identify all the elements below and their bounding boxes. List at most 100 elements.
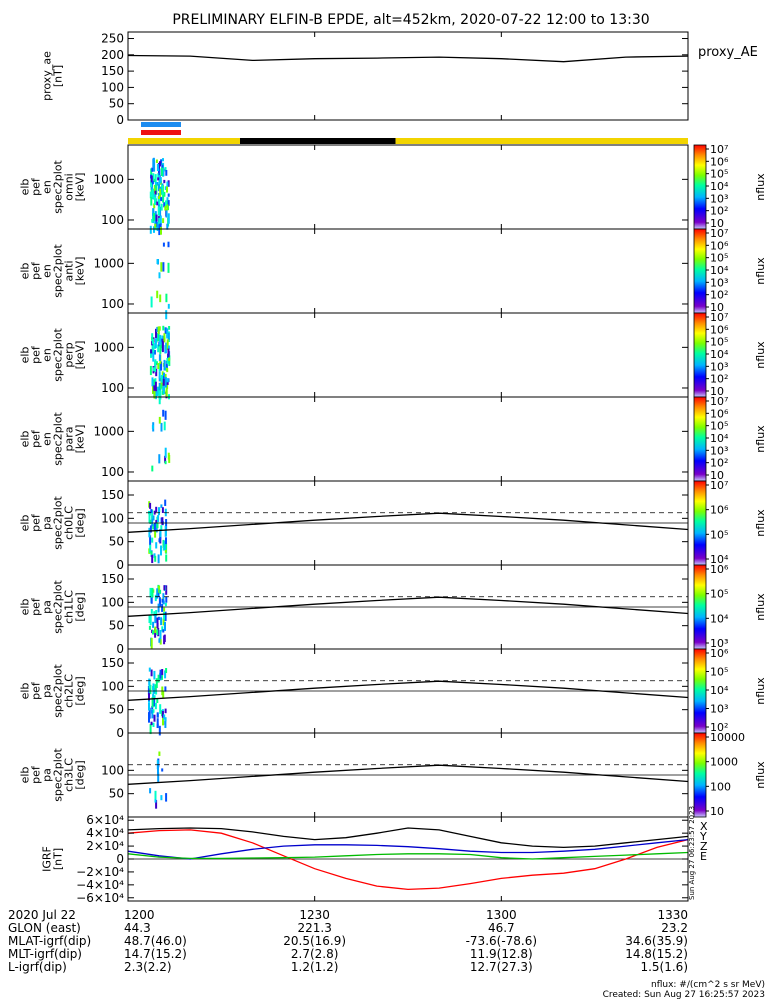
flux-mark bbox=[154, 381, 157, 392]
flux-mark bbox=[154, 684, 157, 694]
axis-label: elb bbox=[19, 431, 32, 448]
y-tick-label: 50 bbox=[109, 619, 124, 633]
flux-mark bbox=[153, 510, 156, 515]
flux-mark bbox=[157, 173, 160, 180]
y-tick-label: 100 bbox=[101, 213, 124, 227]
flux-mark bbox=[152, 208, 155, 216]
flux-mark bbox=[167, 262, 170, 273]
colorbar-tick-label: 10³ bbox=[710, 192, 728, 205]
axis-label: anti bbox=[63, 260, 76, 281]
flux-mark bbox=[165, 170, 168, 176]
y-tick-label: 0 bbox=[116, 726, 124, 740]
y-tick-label: 0 bbox=[116, 642, 124, 656]
flux-mark bbox=[166, 181, 169, 187]
flux-mark bbox=[155, 214, 158, 222]
axis-label: IGRF bbox=[41, 846, 54, 872]
flux-mark bbox=[148, 707, 151, 719]
flux-mark bbox=[153, 213, 155, 221]
flux-mark bbox=[162, 192, 165, 203]
colorbar-tick-label: 10⁵ bbox=[710, 252, 728, 265]
colorbar-tick-label: 10⁷ bbox=[710, 227, 728, 240]
axis-label: spec2plot bbox=[52, 328, 65, 382]
colorbar-title: nflux bbox=[754, 425, 767, 453]
flux-mark bbox=[159, 630, 162, 640]
flux-mark bbox=[165, 585, 168, 595]
flux-mark bbox=[149, 614, 152, 626]
flux-mark bbox=[154, 614, 157, 624]
footer-value: 46.7 bbox=[488, 921, 515, 935]
flux-mark bbox=[163, 359, 166, 371]
y-tick-label: −4×10⁴ bbox=[76, 878, 124, 892]
footer-value: 14.7(15.2) bbox=[124, 947, 187, 961]
flux-mark bbox=[161, 675, 163, 680]
flux-mark bbox=[165, 519, 168, 530]
flux-mark bbox=[152, 173, 155, 180]
flux-mark bbox=[164, 377, 167, 388]
flux-mark bbox=[152, 630, 154, 635]
flux-mark bbox=[157, 772, 160, 782]
axis-label: pa bbox=[41, 600, 54, 614]
footer-row-label: L-igrf(dip) bbox=[8, 960, 67, 974]
flux-mark bbox=[162, 262, 165, 272]
flux-mark bbox=[157, 616, 160, 620]
flux-mark bbox=[157, 515, 160, 523]
y-tick-label: 250 bbox=[101, 32, 124, 46]
axis-label: pef bbox=[30, 177, 43, 196]
colorbar-tick-label: 10⁵ bbox=[710, 336, 728, 349]
loss-cone-curve bbox=[127, 680, 689, 701]
flux-mark bbox=[164, 186, 167, 190]
flux-mark bbox=[165, 342, 168, 354]
flux-mark bbox=[162, 409, 165, 417]
flux-mark bbox=[156, 617, 159, 629]
colorbar-tick-label: 10² bbox=[710, 289, 728, 302]
flux-mark bbox=[148, 702, 150, 711]
axis-label: [keV] bbox=[74, 425, 87, 454]
plot-frame bbox=[127, 31, 689, 121]
axis-label: spec2plot bbox=[52, 748, 65, 802]
flux-mark bbox=[159, 529, 162, 538]
y-tick-label: 6×10⁴ bbox=[86, 813, 124, 827]
colorbar-tick-label: 1000 bbox=[710, 756, 738, 769]
flux-mark bbox=[161, 603, 164, 612]
flux-mark bbox=[164, 717, 167, 722]
flux-mark bbox=[164, 670, 167, 679]
axis-label: perp bbox=[63, 342, 76, 367]
flux-mark bbox=[150, 349, 152, 358]
flux-mark bbox=[165, 310, 168, 320]
flux-mark bbox=[158, 507, 160, 514]
y-tick-label: 50 bbox=[109, 97, 124, 111]
flux-mark bbox=[166, 378, 169, 383]
flux-mark bbox=[163, 607, 166, 612]
flux-mark bbox=[167, 332, 170, 340]
y-axis-label-igrf: IGRF[nT] bbox=[41, 846, 65, 872]
legend-igrf-z: Z bbox=[700, 840, 708, 853]
colorbar-tick-label: 10⁴ bbox=[710, 432, 729, 445]
flux-mark bbox=[168, 326, 171, 330]
flux-mark bbox=[158, 192, 161, 197]
axis-label: [keV] bbox=[74, 341, 87, 370]
flux-mark bbox=[157, 326, 160, 335]
flux-mark bbox=[150, 196, 153, 206]
flux-mark bbox=[166, 381, 169, 385]
flux-mark bbox=[163, 421, 166, 431]
y-tick-label: 150 bbox=[101, 572, 124, 586]
colorbar-tick-label: 10 bbox=[710, 217, 724, 230]
plot-frame bbox=[127, 228, 689, 314]
y-tick-label: 50 bbox=[109, 703, 124, 717]
flux-mark bbox=[153, 385, 156, 393]
axis-label: [deg] bbox=[74, 676, 87, 705]
flux-mark bbox=[167, 180, 170, 187]
flux-mark bbox=[158, 326, 161, 331]
flux-mark bbox=[158, 175, 161, 185]
flux-mark bbox=[150, 175, 153, 183]
flux-mark bbox=[165, 554, 168, 562]
flux-mark bbox=[158, 725, 161, 736]
flux-mark bbox=[160, 617, 163, 626]
flux-mark bbox=[168, 455, 171, 463]
flux-mark bbox=[151, 697, 154, 708]
plot-frame bbox=[127, 396, 689, 482]
flux-mark bbox=[151, 713, 154, 719]
flux-mark bbox=[150, 509, 153, 514]
